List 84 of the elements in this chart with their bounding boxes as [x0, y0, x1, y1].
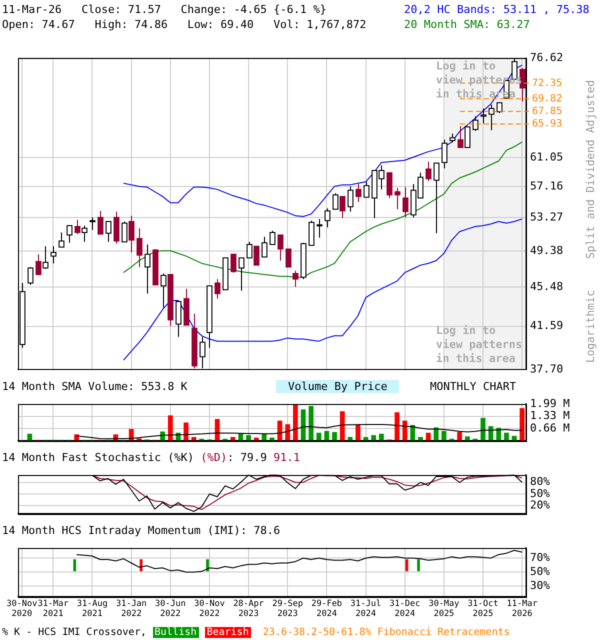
bar: [394, 412, 400, 440]
legend-title: % K - HCS IMI Crossover,: [2, 627, 148, 638]
text: MONTHLY CHART: [430, 380, 516, 393]
bar: [184, 422, 188, 440]
bar: [270, 438, 274, 440]
y-axis-title: Split and Dividend Adjusted: [584, 80, 597, 259]
text: 14 Month SMA Volume: 553.8 K: [2, 380, 188, 393]
text: Bearish: [204, 627, 251, 638]
bar: [348, 436, 353, 440]
bar: [520, 408, 525, 440]
bar: [27, 434, 32, 440]
ref-line-label: 72.35: [532, 78, 562, 89]
text: : 79.9: [227, 451, 267, 464]
bar: [402, 420, 408, 440]
bar: [378, 434, 384, 440]
y-tick-label: 80%: [530, 475, 550, 488]
bar: [191, 436, 196, 440]
y-tick-label: 1.33 M: [530, 409, 570, 422]
y-tick-label: 70%: [530, 550, 550, 564]
bar: [418, 436, 423, 440]
bar: [504, 432, 509, 440]
text: 91.1: [272, 451, 300, 464]
bar: [285, 424, 290, 440]
chart-title: 11-Mar-26 Close: 71.57 Change: -4.65 {-6.1 %}: [2, 3, 327, 16]
x-tick-label: 30-Nov 2020: [6, 598, 38, 620]
text: (%D): [200, 451, 228, 464]
bar: [230, 436, 236, 440]
text: 20 Month SMA: 63.27: [404, 18, 530, 31]
x-tick-label: 31-Jul 2024: [350, 598, 382, 620]
y-tick-label: 1.99 M: [530, 397, 570, 410]
x-tick-label: 31-Jan 2022: [116, 598, 147, 620]
ref-line-label: 65.93: [532, 118, 562, 130]
text: Bullish: [152, 627, 199, 638]
bar: [340, 411, 345, 440]
x-tick-label: 30-Jun 2022: [155, 598, 186, 620]
y-tick-label: 50%: [530, 486, 550, 500]
x-tick-label: 31-Dec 2024: [390, 598, 420, 620]
text: Logarithmic: [584, 290, 597, 363]
bar: [356, 424, 360, 440]
series-label: 14 Month Fast Stochastic (%K): [2, 451, 194, 464]
x-tick-label: 11-Mar 2026: [506, 598, 538, 620]
x-tick-label: 29-Sep 2023: [272, 598, 303, 620]
bar: [332, 432, 337, 440]
bar: [480, 418, 486, 440]
bar: [442, 430, 446, 440]
y-tick-label: 50%: [530, 564, 550, 578]
y-tick-label: 41.59: [530, 319, 564, 332]
y-tick-label: 20%: [530, 498, 550, 512]
x-tick-label: 30-Nov 2022: [194, 598, 225, 620]
x-tick-label: 31-Mar 2021: [38, 598, 69, 620]
bar: [488, 426, 494, 440]
x-tick-label: 31-Aug 2021: [76, 598, 108, 620]
bar: [457, 432, 462, 440]
y-tick-label: 53.27: [530, 210, 564, 224]
y-tick-label: 45.48: [530, 280, 564, 293]
y-tick-label: 37.70: [530, 362, 564, 376]
bar: [246, 435, 251, 440]
ref-line-label: 67.85: [532, 106, 562, 117]
x-tick-label: 30-May 2025: [428, 598, 460, 620]
bar: [496, 428, 502, 440]
bar: [293, 405, 298, 440]
ref-line-label: 69.82: [532, 93, 562, 104]
bar: [168, 415, 173, 440]
bar: [464, 436, 470, 440]
bar: [308, 406, 314, 440]
text: 23.6-38.2-50-61.8% Fibonacci Retracements: [262, 627, 510, 638]
y-tick-label: 61.05: [530, 150, 564, 164]
bar: [434, 427, 439, 440]
y-tick-label: 76.62: [530, 50, 564, 64]
annotation: Log in to view patterns in this area: [436, 324, 522, 365]
y-tick-label: 49.38: [530, 244, 564, 257]
text: 20,2 HC Bands: 53.11 , 75.38: [404, 3, 590, 16]
bar: [254, 438, 259, 440]
text: Volume By Price: [276, 380, 400, 393]
x-tick-label: 29-Feb 2024: [311, 598, 342, 620]
bar: [316, 432, 322, 440]
text: 14 Month HCS Intraday Momentum (IMI): 78.6: [2, 524, 280, 537]
chart-subtitle: Open: 74.67 High: 74.86 Low: 69.40 Vol: 1,767,872: [2, 18, 366, 31]
y-tick-label: 57.16: [530, 180, 564, 193]
y-tick-label: 30%: [530, 578, 550, 592]
x-tick-label: 31-Oct 2025: [468, 598, 498, 620]
y-tick-label: 0.66 M: [530, 421, 570, 434]
bar: [371, 435, 376, 440]
x-tick-label: 28-Apr 2023: [233, 598, 264, 620]
